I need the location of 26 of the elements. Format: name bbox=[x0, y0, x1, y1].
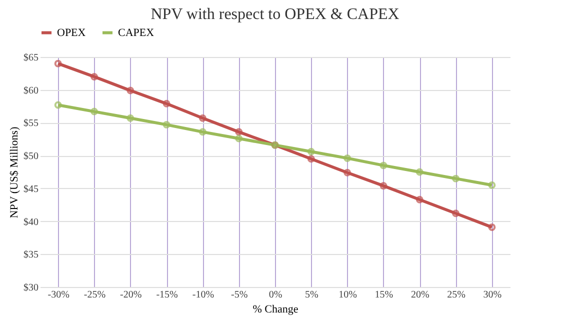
y-tick-label: $60 bbox=[24, 85, 38, 96]
y-tick-label: $40 bbox=[24, 216, 38, 228]
y-axis-title: NPV (US$ Millions) bbox=[8, 126, 20, 218]
x-tick-label: -20% bbox=[120, 290, 142, 300]
chart-title: NPV with respect to OPEX & CAPEX bbox=[150, 6, 400, 23]
y-tick-label: $35 bbox=[24, 250, 38, 261]
x-tick-label: 5% bbox=[304, 290, 318, 300]
legend-label: CAPEX bbox=[118, 26, 154, 39]
x-tick-label: 10% bbox=[338, 290, 357, 300]
y-tick-label: $65 bbox=[24, 52, 38, 64]
y-tick-label: $50 bbox=[24, 151, 38, 162]
x-tick-label: -25% bbox=[84, 290, 106, 300]
y-tick-label: $45 bbox=[24, 184, 38, 195]
x-tick-label: 30% bbox=[483, 290, 502, 300]
y-tick-label: $55 bbox=[24, 118, 38, 130]
x-tick-label: -30% bbox=[48, 290, 70, 300]
y-tick-label: $30 bbox=[24, 282, 38, 294]
x-tick-label: 15% bbox=[374, 290, 394, 300]
x-axis-title: % Change bbox=[252, 304, 298, 316]
legend-label: OPEX bbox=[57, 26, 86, 39]
x-tick-label: -10% bbox=[192, 290, 214, 300]
x-tick-label: -5% bbox=[231, 290, 248, 300]
x-tick-label: 20% bbox=[410, 290, 430, 300]
x-tick-label: -15% bbox=[156, 290, 178, 300]
x-tick-label: 0% bbox=[268, 290, 282, 300]
x-tick-label: 25% bbox=[447, 290, 466, 300]
